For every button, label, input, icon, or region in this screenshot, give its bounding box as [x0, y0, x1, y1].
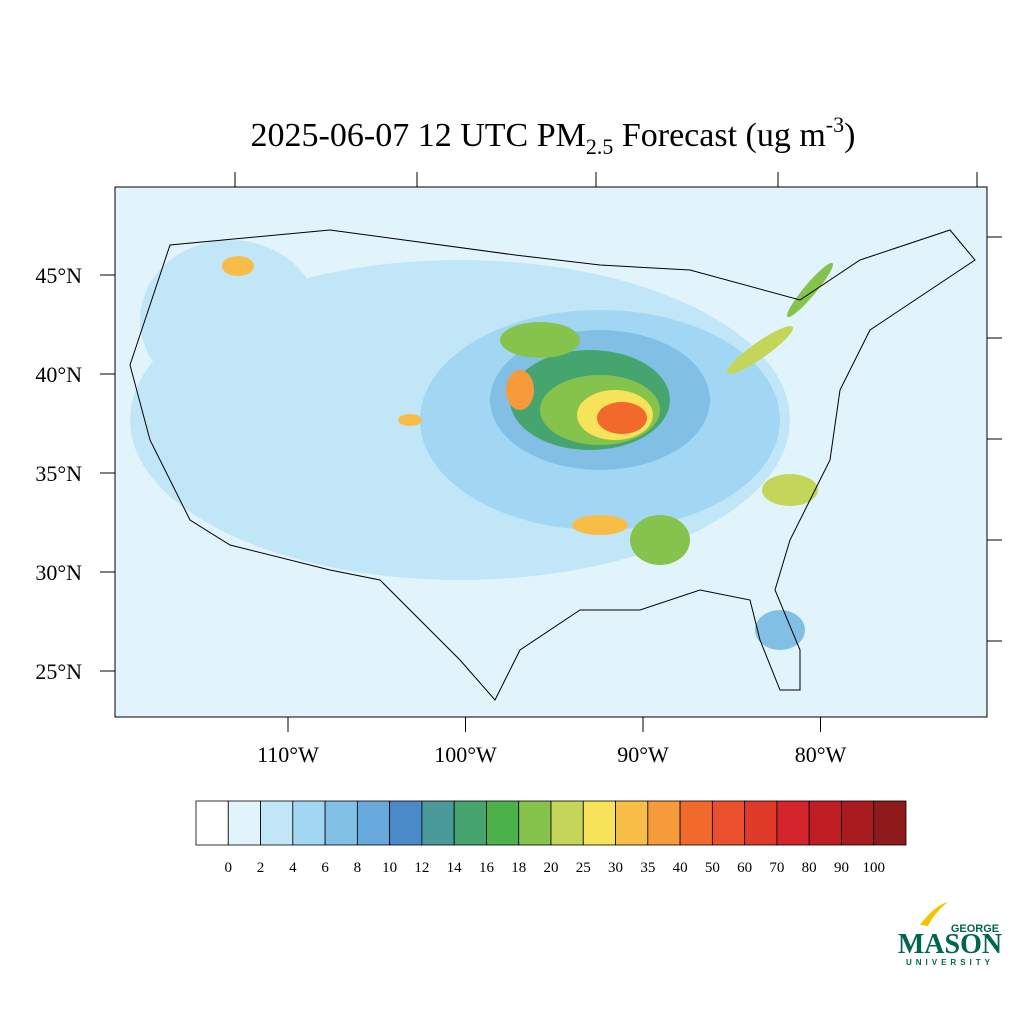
- lat-label: 25°N: [35, 659, 82, 684]
- colorbar-box: [421, 800, 455, 846]
- title-superscript: -3: [826, 112, 844, 137]
- colorbar-box: [195, 800, 229, 846]
- lat-label: 30°N: [35, 560, 82, 585]
- map-frame: [114, 186, 988, 718]
- colorbar-label: 2: [257, 860, 265, 876]
- colorbar-box: [518, 800, 552, 846]
- map: [114, 172, 1002, 718]
- logo-swoosh: [920, 902, 948, 926]
- colorbar-label: 30: [608, 860, 623, 876]
- colorbar-label: 14: [447, 860, 463, 876]
- colorbar-label: 80: [802, 860, 817, 876]
- colorbar-label: 0: [225, 860, 233, 876]
- field-contour: [755, 610, 805, 650]
- colorbar-box: [550, 800, 584, 846]
- title-subscript: 2.5: [586, 134, 614, 159]
- colorbar-label: 60: [737, 860, 752, 876]
- colorbar-label: 12: [414, 860, 429, 876]
- field-contour: [222, 256, 254, 276]
- colorbar-label: 35: [640, 860, 655, 876]
- colorbar-label: 6: [321, 860, 329, 876]
- colorbar-label: 18: [511, 860, 526, 876]
- field-contour: [140, 240, 320, 400]
- colorbar-box: [776, 800, 810, 846]
- title-middle: Forecast (ug m: [613, 117, 825, 154]
- colorbar-label: 20: [544, 860, 559, 876]
- colorbar-box: [292, 800, 326, 846]
- colorbar-label: 90: [834, 860, 849, 876]
- colorbar-box: [582, 800, 616, 846]
- field-contour: [572, 515, 628, 535]
- colorbar-box: [841, 800, 875, 846]
- title-end: ): [844, 117, 855, 154]
- colorbar-box: [356, 800, 391, 846]
- colorbar-label: 4: [289, 860, 297, 876]
- field-contour: [597, 402, 647, 434]
- colorbar-box: [486, 800, 520, 846]
- colorbar-box: [744, 800, 778, 846]
- colorbar-box: [647, 800, 681, 846]
- field-contour: [762, 474, 818, 506]
- field-contour: [506, 370, 534, 410]
- colorbar-box: [615, 800, 649, 846]
- field-contour: [398, 414, 422, 426]
- colorbar-label: 16: [479, 860, 495, 876]
- colorbar-box: [389, 800, 423, 846]
- colorbar-box: [873, 800, 907, 846]
- lon-label: 110°W: [257, 742, 319, 767]
- colorbar-label: 100: [862, 860, 885, 876]
- colorbar-box: [453, 800, 487, 846]
- logo: GEORGE MASON UNIVERSITY: [898, 902, 1002, 967]
- field-contour: [787, 262, 833, 318]
- colorbar-box: [711, 800, 746, 846]
- colorbar-box: [260, 800, 294, 846]
- field-contour: [726, 326, 794, 374]
- colorbar-box: [679, 800, 713, 846]
- logo-bottom: UNIVERSITY: [906, 958, 994, 967]
- colorbar-label: 50: [705, 860, 720, 876]
- lon-label: 90°W: [617, 742, 669, 767]
- lon-label: 80°W: [795, 742, 847, 767]
- colorbar-box: [227, 800, 261, 846]
- lat-label: 35°N: [35, 461, 82, 486]
- colorbar-box: [808, 800, 842, 846]
- pm-field: [130, 240, 833, 650]
- colorbar-label: 25: [576, 860, 591, 876]
- lon-label: 100°W: [434, 742, 497, 767]
- colorbar-label: 10: [382, 860, 397, 876]
- colorbar-label: 40: [673, 860, 688, 876]
- coastline: [129, 229, 976, 701]
- lat-label: 40°N: [35, 362, 82, 387]
- field-contour: [500, 322, 580, 358]
- colorbar-label: 70: [769, 860, 784, 876]
- title: 2025-06-07 12 UTC PM2.5 Forecast (ug m-3…: [251, 112, 856, 159]
- frame-ticks: [234, 172, 1002, 642]
- colorbar-label: 8: [354, 860, 362, 876]
- logo-name: MASON: [898, 929, 1002, 960]
- colorbar-box: [324, 800, 358, 846]
- lat-label: 45°N: [35, 263, 82, 288]
- title-main: 2025-06-07 12 UTC PM: [251, 117, 586, 154]
- field-contour: [630, 515, 690, 565]
- logo-top: GEORGE: [951, 923, 999, 935]
